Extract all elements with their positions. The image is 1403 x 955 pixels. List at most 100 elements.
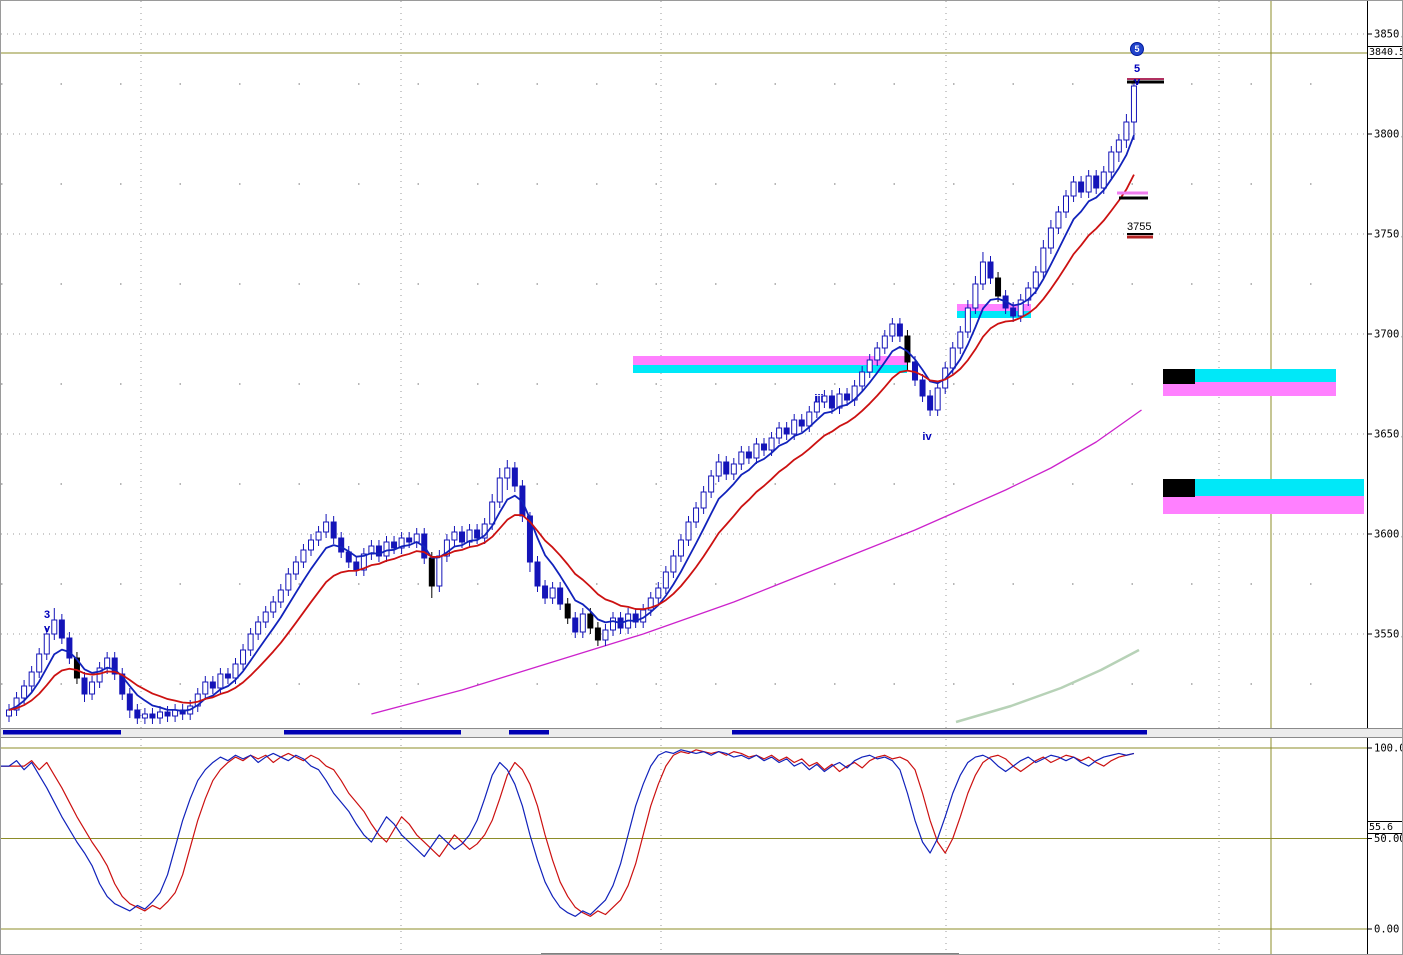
candle-body bbox=[1108, 151, 1115, 173]
candle-body bbox=[715, 461, 722, 477]
candle-body bbox=[753, 443, 760, 459]
wave-label: v bbox=[1134, 76, 1141, 88]
candle-body bbox=[428, 557, 435, 587]
candle-body bbox=[526, 515, 533, 563]
candle-body bbox=[126, 693, 133, 711]
candle-body bbox=[798, 419, 805, 427]
candle-body bbox=[141, 713, 148, 719]
candle-body bbox=[58, 619, 65, 639]
candle-body bbox=[338, 537, 345, 553]
candle-body bbox=[360, 553, 367, 571]
candle-body bbox=[549, 587, 556, 599]
candle-body bbox=[474, 529, 481, 539]
candle-body bbox=[738, 451, 745, 465]
candle-body bbox=[6, 709, 12, 717]
price-axis-panel: 3850. 3800. 3750. 3700. 3650. 3600. 3550. 100.0… bbox=[1367, 1, 1403, 954]
fast-ma-line bbox=[8, 134, 1135, 712]
candle-body bbox=[1063, 195, 1069, 213]
candle-body bbox=[859, 371, 866, 387]
zone-band bbox=[1163, 479, 1364, 496]
candle-body bbox=[308, 539, 314, 551]
candle-body bbox=[21, 685, 28, 699]
candle-body bbox=[927, 395, 934, 411]
oscillator-tick-label: 100.0 bbox=[1374, 743, 1403, 755]
candle-body bbox=[979, 261, 986, 285]
candle-body bbox=[89, 681, 96, 695]
zone-band bbox=[957, 304, 1031, 311]
candle-body bbox=[451, 531, 458, 541]
wave-label: 5 bbox=[1134, 63, 1140, 75]
candle-body bbox=[745, 451, 752, 459]
price-tick-label: 3800. bbox=[1374, 129, 1403, 141]
candle-body bbox=[957, 331, 964, 349]
candle-body bbox=[240, 649, 247, 665]
candle-body bbox=[919, 379, 926, 397]
candle-body bbox=[806, 411, 813, 427]
candle-body bbox=[315, 531, 322, 541]
candle-body bbox=[81, 677, 88, 695]
candle-body bbox=[685, 521, 692, 541]
candle-body bbox=[1093, 175, 1100, 189]
candle-body bbox=[602, 629, 609, 641]
wave-label: v bbox=[44, 623, 51, 635]
candle-body bbox=[828, 395, 835, 409]
candle-body bbox=[889, 323, 896, 337]
candle-body bbox=[677, 539, 684, 557]
candle-body bbox=[292, 561, 299, 575]
wave-label: iv bbox=[922, 431, 932, 443]
candle-body bbox=[209, 681, 216, 689]
candle-body bbox=[96, 667, 103, 683]
long-ma-line bbox=[371, 409, 1142, 715]
stochastic-panel bbox=[1, 749, 1135, 917]
candle-body bbox=[255, 621, 262, 635]
candle-body bbox=[934, 387, 941, 411]
candle-body bbox=[1017, 299, 1024, 317]
candle-body bbox=[1078, 181, 1085, 193]
candle-body bbox=[217, 673, 224, 689]
candle-body bbox=[330, 521, 337, 539]
candle-body bbox=[466, 529, 473, 543]
candle-body bbox=[632, 613, 639, 623]
candle-body bbox=[987, 261, 994, 279]
trend-state-bar bbox=[284, 730, 461, 735]
trend-state-bar bbox=[732, 730, 1147, 735]
candle-body bbox=[964, 307, 971, 333]
candle-body bbox=[1130, 85, 1137, 123]
price-tick-label: 3650. bbox=[1374, 429, 1403, 441]
candle-body bbox=[111, 657, 118, 675]
candle-body bbox=[904, 335, 911, 363]
candle-body bbox=[247, 633, 254, 651]
candle-body bbox=[104, 657, 111, 669]
candle-body bbox=[149, 713, 156, 719]
slow-ma-line bbox=[8, 174, 1135, 711]
candle-body bbox=[542, 585, 549, 599]
zone-band bbox=[633, 356, 907, 365]
candle-body bbox=[66, 637, 73, 659]
oscillator-value-label: 55.6 bbox=[1367, 821, 1402, 834]
candle-body bbox=[1040, 247, 1047, 273]
zone-anchor-square bbox=[1163, 479, 1195, 497]
candle-body bbox=[270, 601, 277, 613]
green-trend-line bbox=[955, 648, 1140, 724]
candle-body bbox=[995, 277, 1002, 297]
wave-label: 3 bbox=[44, 609, 50, 621]
candle-body bbox=[398, 537, 405, 549]
candle-body bbox=[511, 467, 518, 487]
candle-body bbox=[768, 437, 775, 451]
candle-body bbox=[134, 709, 141, 719]
zone-band bbox=[1163, 496, 1364, 514]
candle-body bbox=[949, 347, 956, 369]
candle-body bbox=[262, 611, 269, 623]
candle-body bbox=[662, 571, 669, 589]
candle-body bbox=[791, 419, 798, 435]
zone-anchor-square bbox=[1163, 369, 1195, 384]
candle-body bbox=[564, 603, 571, 619]
candle-body bbox=[504, 467, 511, 479]
candle-body bbox=[881, 335, 888, 349]
candle-body bbox=[459, 531, 465, 543]
candle-body bbox=[436, 555, 443, 587]
candle-body bbox=[647, 597, 654, 611]
candle-body bbox=[1115, 139, 1122, 153]
panel-splitter[interactable] bbox=[1, 728, 1403, 738]
